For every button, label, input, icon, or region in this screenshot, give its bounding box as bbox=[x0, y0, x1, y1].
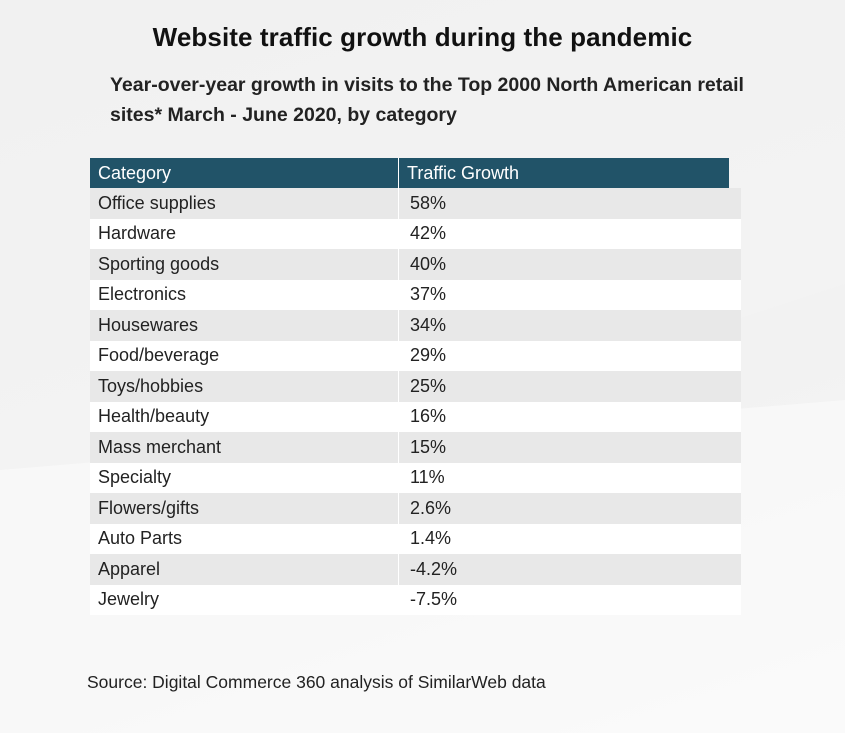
table-row: Apparel -4.2% bbox=[90, 554, 741, 585]
traffic-growth-cell: 25% bbox=[398, 371, 741, 402]
traffic-growth-cell: 16% bbox=[398, 401, 741, 432]
category-cell: Health/beauty bbox=[90, 401, 399, 432]
table-row: Auto Parts 1.4% bbox=[90, 523, 741, 554]
source-note: Source: Digital Commerce 360 analysis of… bbox=[87, 672, 546, 692]
table-row: Sporting goods 40% bbox=[90, 249, 741, 280]
table-header-row: Category Traffic Growth bbox=[90, 158, 741, 188]
category-cell: Apparel bbox=[90, 554, 399, 585]
table-row: Housewares 34% bbox=[90, 310, 741, 341]
column-header-traffic-growth: Traffic Growth bbox=[398, 158, 729, 188]
category-cell: Sporting goods bbox=[90, 249, 399, 280]
table-row: Mass merchant 15% bbox=[90, 432, 741, 463]
traffic-growth-table-container: Category Traffic Growth Office supplies 5… bbox=[90, 158, 741, 615]
table-row: Office supplies 58% bbox=[90, 188, 741, 219]
header-spacer bbox=[729, 158, 741, 188]
table-body: Office supplies 58% Hardware 42% Sporting go… bbox=[90, 188, 741, 615]
category-cell: Toys/hobbies bbox=[90, 371, 399, 402]
traffic-growth-cell: -7.5% bbox=[398, 584, 741, 615]
traffic-growth-cell: 29% bbox=[398, 340, 741, 371]
category-cell: Mass merchant bbox=[90, 432, 399, 463]
traffic-growth-cell: 1.4% bbox=[398, 523, 741, 554]
category-cell: Electronics bbox=[90, 279, 399, 310]
table-row: Health/beauty 16% bbox=[90, 401, 741, 432]
category-cell: Food/beverage bbox=[90, 340, 399, 371]
table-row: Food/beverage 29% bbox=[90, 340, 741, 371]
table-row: Specialty 11% bbox=[90, 462, 741, 493]
traffic-growth-cell: 34% bbox=[398, 310, 741, 341]
traffic-growth-cell: -4.2% bbox=[398, 554, 741, 585]
column-header-category: Category bbox=[90, 158, 399, 188]
table-row: Hardware 42% bbox=[90, 218, 741, 249]
table-row: Toys/hobbies 25% bbox=[90, 371, 741, 402]
traffic-growth-cell: 42% bbox=[398, 218, 741, 249]
traffic-growth-cell: 58% bbox=[398, 188, 741, 219]
traffic-growth-cell: 40% bbox=[398, 249, 741, 280]
traffic-growth-cell: 11% bbox=[398, 462, 741, 493]
category-cell: Housewares bbox=[90, 310, 399, 341]
category-cell: Office supplies bbox=[90, 188, 399, 219]
category-cell: Flowers/gifts bbox=[90, 493, 399, 524]
table-row: Electronics 37% bbox=[90, 279, 741, 310]
traffic-growth-cell: 37% bbox=[398, 279, 741, 310]
traffic-growth-table: Category Traffic Growth Office supplies 5… bbox=[90, 158, 741, 615]
category-cell: Auto Parts bbox=[90, 523, 399, 554]
category-cell: Hardware bbox=[90, 218, 399, 249]
category-cell: Specialty bbox=[90, 462, 399, 493]
category-cell: Jewelry bbox=[90, 584, 399, 615]
chart-subtitle: Year-over-year growth in visits to the T… bbox=[110, 74, 744, 126]
chart-title: Website traffic growth during the pandem… bbox=[152, 22, 693, 52]
table-row: Flowers/gifts 2.6% bbox=[90, 493, 741, 524]
traffic-growth-cell: 15% bbox=[398, 432, 741, 463]
table-row: Jewelry -7.5% bbox=[90, 584, 741, 615]
traffic-growth-cell: 2.6% bbox=[398, 493, 741, 524]
